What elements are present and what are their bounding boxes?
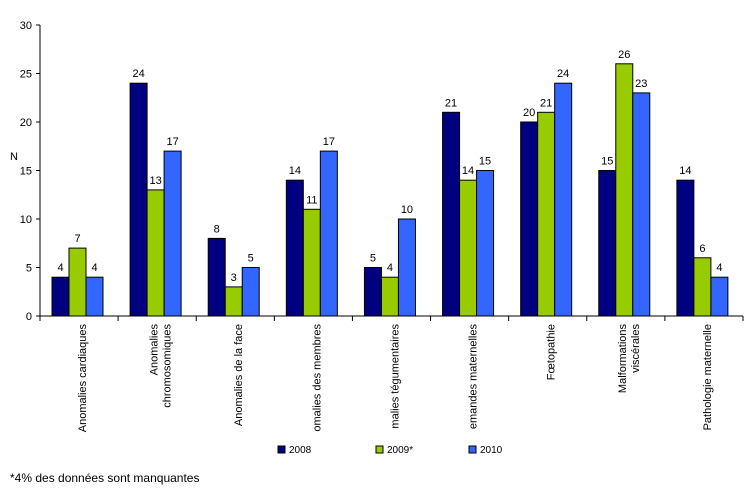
- data-label: 8: [214, 223, 220, 235]
- data-label: 13: [149, 175, 161, 187]
- data-label: 7: [74, 233, 80, 245]
- footnote: *4% des données sont manquantes: [10, 471, 200, 485]
- bar-2010-8: [710, 276, 729, 317]
- data-label: 17: [323, 136, 335, 148]
- category-label: viscérales: [630, 324, 642, 373]
- data-label: 4: [716, 262, 722, 274]
- y-tick-label: 25: [20, 69, 32, 81]
- data-label: 20: [523, 107, 535, 119]
- bar-2009-7: [615, 63, 634, 317]
- data-label: 26: [618, 49, 630, 61]
- bar-2009-2: [224, 286, 243, 317]
- legend: 2008 2009* 2010: [277, 445, 503, 456]
- data-label: 6: [699, 243, 705, 255]
- y-axis-label: N: [10, 151, 18, 163]
- y-tick-label: 30: [20, 20, 32, 32]
- data-label: 14: [289, 165, 301, 177]
- bar-2010-2: [241, 267, 260, 317]
- y-tick-label: 20: [20, 117, 32, 129]
- bar-2008-1: [129, 82, 148, 317]
- bar-2008-3: [285, 179, 304, 317]
- legend-label: 2010: [480, 445, 503, 456]
- y-tick-label: 0: [26, 311, 32, 323]
- bar-2008-5: [442, 111, 461, 317]
- data-label: 15: [479, 156, 491, 168]
- data-label: 23: [635, 78, 647, 90]
- y-tick-label: 10: [20, 214, 32, 226]
- data-label: 21: [445, 97, 457, 109]
- data-label: 21: [540, 97, 552, 109]
- category-label: Malformations: [617, 324, 629, 394]
- data-label: 17: [166, 136, 178, 148]
- data-label: 4: [387, 262, 393, 274]
- category-labels: Anomalies cardiaques Anomalies chromosomiq…: [77, 324, 714, 433]
- bar-2008-4: [363, 267, 382, 317]
- data-label: 10: [401, 204, 413, 216]
- bar-2009-3: [302, 208, 321, 317]
- category-label: chromosomiques: [162, 324, 174, 408]
- bar-2008-8: [676, 179, 695, 317]
- data-labels: 4742413178351411175410211415202124152623…: [57, 49, 722, 284]
- category-label: malies tégumentaires: [389, 324, 401, 429]
- bar-2010-5: [476, 170, 495, 317]
- bar-2010-1: [163, 150, 182, 317]
- data-label: 24: [132, 68, 144, 80]
- bar-2010-7: [632, 92, 651, 317]
- bars: [51, 63, 729, 317]
- bar-2010-4: [397, 218, 416, 317]
- bar-2010-6: [554, 82, 573, 317]
- bar-2010-0: [85, 276, 104, 317]
- bar-2008-6: [520, 121, 539, 317]
- data-label: 4: [57, 262, 63, 274]
- y-tick-label: 15: [20, 166, 32, 178]
- bar-2008-0: [51, 276, 70, 317]
- bar-2009-0: [68, 247, 87, 317]
- legend-swatch: [277, 445, 286, 454]
- bar-2010-3: [319, 150, 338, 317]
- category-label: omalies des membres: [311, 324, 323, 432]
- bar-2009-4: [380, 276, 399, 317]
- category-label: Anomalies de la face: [233, 324, 245, 426]
- category-label: Anomalies cardiaques: [77, 324, 89, 433]
- category-label: Anomalies: [149, 324, 161, 376]
- data-label: 24: [557, 68, 569, 80]
- bar-2008-2: [207, 237, 226, 317]
- legend-label: 2009*: [387, 445, 413, 456]
- bar-2008-7: [598, 170, 617, 317]
- data-label: 15: [601, 156, 613, 168]
- legend-label: 2008: [289, 445, 312, 456]
- bar-2009-8: [693, 257, 712, 317]
- category-label: Fœtopathie: [546, 324, 558, 380]
- bar-2009-1: [146, 189, 165, 317]
- y-tick-label: 5: [26, 263, 32, 275]
- data-label: 4: [91, 262, 97, 274]
- bar-2009-5: [459, 179, 478, 317]
- legend-swatch: [468, 445, 477, 454]
- legend-swatch: [375, 445, 384, 454]
- data-label: 14: [462, 165, 474, 177]
- category-label: Pathologie maternelle: [702, 324, 714, 430]
- data-label: 5: [248, 253, 254, 265]
- bar-2009-6: [537, 111, 556, 317]
- data-label: 3: [231, 272, 237, 284]
- category-label: emandes maternelles: [468, 324, 480, 430]
- data-label: 5: [370, 253, 376, 265]
- data-label: 14: [679, 165, 691, 177]
- data-label: 11: [306, 194, 317, 206]
